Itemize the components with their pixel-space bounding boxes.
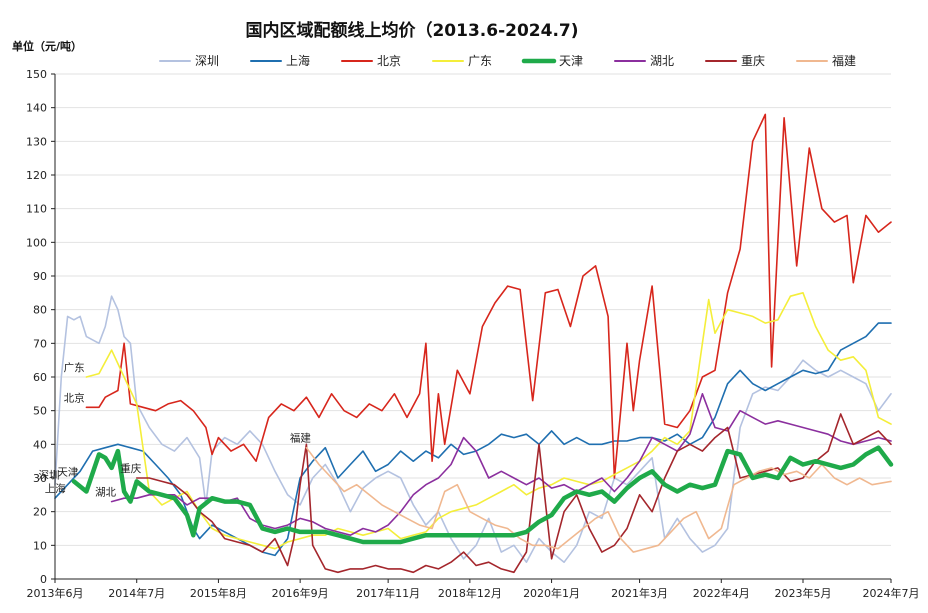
series-tag-重庆: 重庆 [120,462,141,475]
axes: 0 10 20 30 40 50 60 70 80 90 100 110 120 130 140 150 201… [26,68,920,600]
series-tag-福建: 福建 [290,432,311,445]
x-tick-label: 2020年1月 [523,586,580,600]
series-tag-湖北: 湖北 [95,487,116,499]
y-tick-label: 140 [26,102,47,115]
series-tag-广东: 广东 [64,361,85,374]
y-tick-label: 30 [33,472,47,485]
series-line-重庆 [135,413,892,574]
y-tick-label: 90 [33,270,47,283]
series-line-广东 [85,292,892,550]
y-tick-label: 10 [33,539,47,552]
legend-label-北京: 北京 [377,54,401,68]
x-tick-label: 2017年11月 [356,586,420,600]
series-line-天津 [71,445,894,545]
x-tick-label: 2024年7月 [863,586,920,600]
x-tick-label: 2023年5月 [775,586,832,600]
y-tick-label: 80 [33,304,47,317]
series-lines [54,113,894,574]
y-tick-label: 60 [33,371,47,384]
series-tag-深圳: 深圳 [39,470,60,482]
y-tick-label: 110 [26,203,47,216]
y-tick-label: 100 [26,236,47,249]
x-tick-label: 2013年6月 [27,586,84,600]
legend-label-深圳: 深圳 [195,54,219,68]
y-tick-label: 20 [33,506,47,519]
legend-label-福建: 福建 [832,53,856,68]
legend: 深圳 上海 北京 广东 天津 湖北 重庆 福建 [159,53,856,68]
legend-label-广东: 广东 [468,54,492,68]
y-tick-label: 0 [40,573,47,586]
series-tag-天津: 天津 [57,466,78,478]
series-line-上海 [54,322,892,557]
series-tag-上海: 上海 [45,482,66,495]
chart-title: 国内区域配额线上均价（2013.6-2024.7) [245,20,578,41]
y-tick-label: 40 [33,438,47,451]
x-tick-label: 2016年9月 [272,586,329,600]
y-tick-label: 70 [33,337,47,350]
y-tick-label: 120 [26,169,47,182]
y-tick-label: 50 [33,405,47,418]
series-tag-北京: 北京 [64,391,85,404]
x-tick-label: 2018年12月 [438,586,502,600]
x-tick-label: 2015年8月 [190,586,247,600]
legend-label-上海: 上海 [286,53,310,68]
legend-label-天津: 天津 [559,54,583,68]
legend-label-重庆: 重庆 [741,54,765,68]
series-line-北京 [85,113,892,479]
y-tick-label: 150 [26,68,47,81]
series-line-深圳 [54,295,892,563]
y-axis-label: 单位（元/吨） [12,39,82,53]
x-tick-label: 2014年7月 [108,586,165,600]
legend-label-湖北: 湖北 [650,53,674,68]
x-tick-label: 2022年4月 [693,586,750,600]
x-tick-label: 2021年3月 [611,586,668,600]
series-line-福建 [305,446,892,553]
series-line-湖北 [110,393,892,536]
y-tick-label: 130 [26,135,47,148]
